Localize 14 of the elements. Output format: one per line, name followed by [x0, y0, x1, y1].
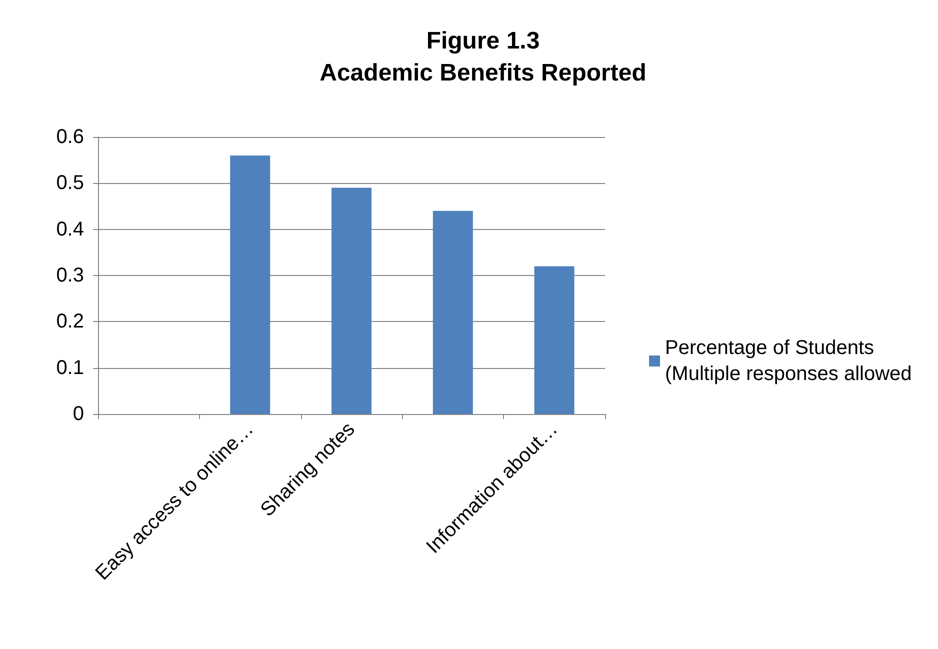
chart-title: Figure 1.3 [426, 28, 540, 54]
bar [332, 188, 372, 414]
bar [534, 266, 574, 414]
y-tick-label: 0.6 [56, 126, 84, 148]
legend-label: Percentage of Students (Multiple responses allowed [665, 337, 912, 385]
bar [432, 210, 473, 414]
y-tick-label: 0.4 [56, 218, 84, 240]
bar [230, 155, 270, 414]
chart-subtitle: Academic Benefits Reported [320, 60, 646, 86]
y-tick-label: 0 [72, 403, 84, 425]
y-tick-label: 0.5 [56, 172, 84, 194]
y-tick-label: 0.2 [56, 310, 84, 333]
y-tick-label: 0.3 [56, 264, 84, 286]
y-tick-label: 0.1 [56, 356, 84, 379]
